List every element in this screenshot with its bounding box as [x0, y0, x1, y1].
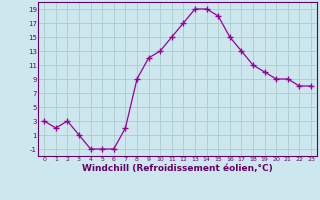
- X-axis label: Windchill (Refroidissement éolien,°C): Windchill (Refroidissement éolien,°C): [82, 164, 273, 173]
